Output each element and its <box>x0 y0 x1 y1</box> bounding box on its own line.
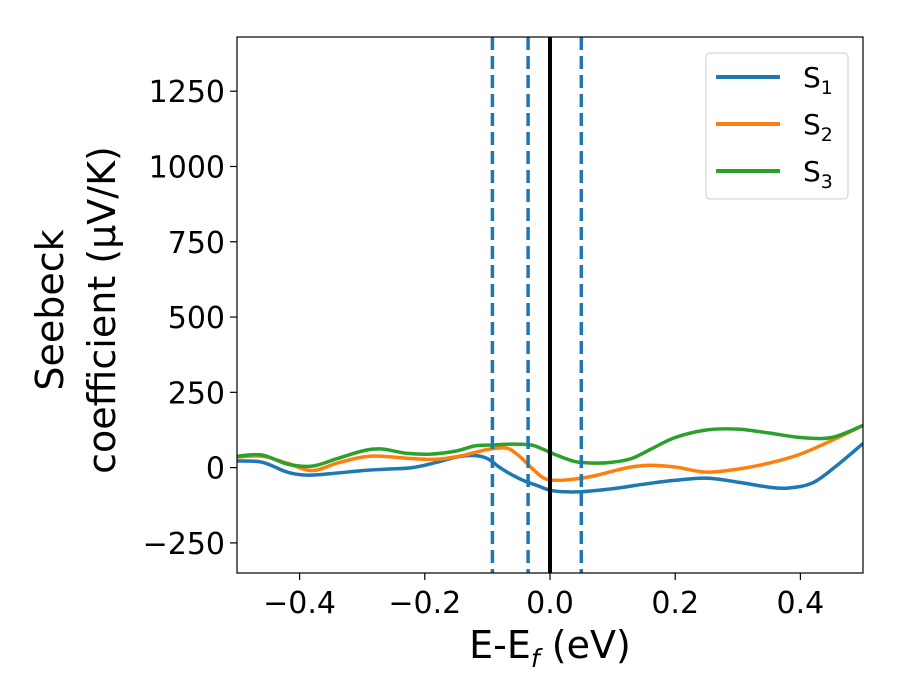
y-tick-label: 500 <box>168 301 225 336</box>
y-tick-label: 1250 <box>149 75 225 110</box>
plot-area <box>237 37 863 573</box>
y-axis-title: Seebeck coefficient (μV/K) <box>28 146 124 474</box>
x-tick-label: 0.0 <box>526 586 574 621</box>
legend-label-main: S <box>803 108 821 141</box>
x-axis-title-main: E-E <box>469 623 531 667</box>
legend-label-sub: 2 <box>821 124 833 146</box>
series-line-s3 <box>237 423 863 469</box>
legend-label-sub: 3 <box>821 171 833 193</box>
legend-label-s2: S2 <box>803 108 833 146</box>
x-tick-label: 0.4 <box>777 586 825 621</box>
y-axis-title-line1: Seebeck <box>28 229 72 390</box>
series-line-s1 <box>237 442 863 494</box>
y-tick-label: 0 <box>206 452 225 487</box>
axes: −0.4 −0.2 0.0 0.2 0.4 −250 0 250 500 750 1000 1250 <box>143 36 864 621</box>
x-tick-label: 0.2 <box>651 586 699 621</box>
x-axis-title-space <box>540 623 552 667</box>
series-line-s2 <box>237 423 863 483</box>
legend-label-s1: S1 <box>803 61 833 99</box>
y-axis-title-line2: coefficient (μV/K) <box>80 146 124 474</box>
x-tick-label: −0.2 <box>388 586 461 621</box>
x-axis-title-unit: (eV) <box>552 623 631 667</box>
y-tick-label: −250 <box>143 527 225 562</box>
legend-label-sub: 1 <box>821 77 833 99</box>
legend-label-s3: S3 <box>803 155 833 193</box>
legend-label-main: S <box>803 61 821 94</box>
x-tick-label: −0.4 <box>263 586 336 621</box>
y-tick-label: 250 <box>168 376 225 411</box>
legend-label-main: S <box>803 155 821 188</box>
y-tick-label: 1000 <box>149 150 225 185</box>
y-tick-label: 750 <box>168 226 225 261</box>
x-axis-title: E-Ef (eV) <box>469 623 631 673</box>
